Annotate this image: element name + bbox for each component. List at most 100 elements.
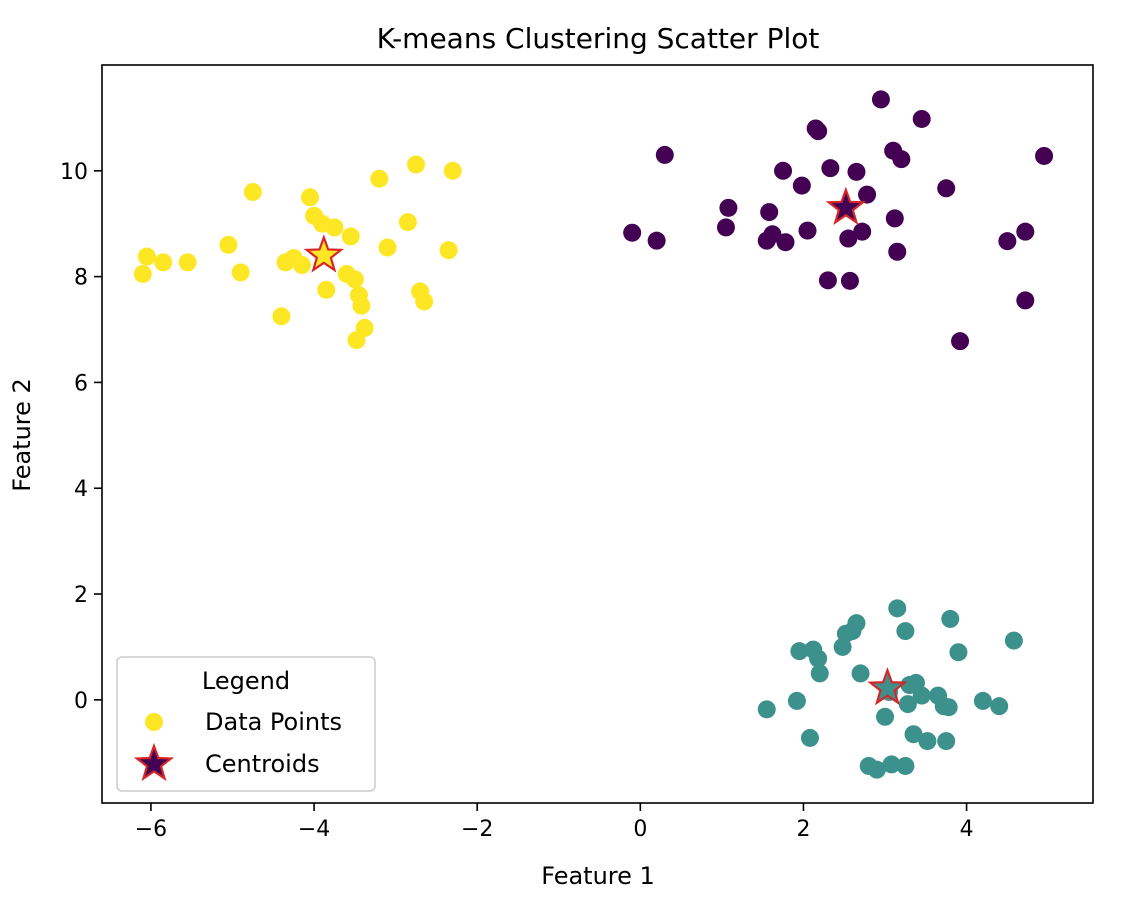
y-tick-label: 4 — [74, 477, 88, 502]
data-point-yellow — [355, 318, 374, 337]
x-tick-label: 4 — [960, 817, 974, 842]
data-point-yellow — [345, 270, 364, 289]
x-axis-label: Feature 1 — [541, 862, 655, 890]
data-point-yellow — [137, 247, 156, 266]
legend-marker-centroids — [133, 742, 175, 782]
data-point-yellow — [243, 182, 262, 201]
data-point-purple — [792, 176, 811, 195]
legend-marker-data-points — [145, 713, 163, 731]
data-point-purple — [871, 90, 890, 109]
data-point-teal — [973, 691, 992, 710]
data-point-purple — [847, 162, 866, 181]
data-point-yellow — [370, 169, 389, 188]
centroid-star-purple — [825, 186, 867, 226]
y-tick-label: 2 — [74, 583, 88, 608]
data-point-teal — [800, 728, 819, 747]
data-point-teal — [937, 732, 956, 751]
data-point-purple — [818, 271, 837, 290]
data-point-purple — [623, 223, 642, 242]
data-point-teal — [851, 664, 870, 683]
y-tick-label: 8 — [74, 266, 88, 291]
data-point-yellow — [219, 235, 238, 254]
data-point-teal — [787, 691, 806, 710]
data-point-teal — [847, 614, 866, 633]
data-point-teal — [867, 760, 886, 779]
x-tick-label: 0 — [633, 817, 647, 842]
data-point-teal — [949, 643, 968, 662]
y-tick-label: 6 — [74, 371, 88, 396]
y-tick-label: 10 — [60, 160, 88, 185]
data-point-teal — [888, 599, 907, 618]
data-point-purple — [888, 242, 907, 261]
data-point-yellow — [300, 188, 319, 207]
data-point-purple — [809, 122, 828, 141]
axis-ticks: −6 −4 −2 0 2 4 0 2 4 6 8 10 — [60, 160, 974, 842]
data-point-yellow — [407, 155, 426, 174]
data-point-teal — [810, 664, 829, 683]
data-point-purple — [885, 209, 904, 228]
data-point-teal — [918, 732, 937, 751]
data-marks — [133, 90, 1054, 779]
data-point-teal — [896, 756, 915, 775]
data-point-purple — [716, 218, 735, 237]
y-tick-label: 0 — [74, 689, 88, 714]
data-point-purple — [763, 225, 782, 244]
data-point-purple — [937, 179, 956, 198]
data-point-purple — [853, 222, 872, 241]
data-point-yellow — [231, 263, 250, 282]
data-point-purple — [1035, 146, 1054, 165]
data-point-yellow — [317, 280, 336, 299]
legend-label-data-points: Data Points — [205, 708, 342, 736]
data-point-yellow — [292, 255, 311, 274]
data-point-purple — [655, 145, 674, 164]
data-point-purple — [647, 231, 666, 250]
y-axis-label: Feature 2 — [8, 378, 36, 492]
data-point-yellow — [443, 161, 462, 180]
data-point-purple — [998, 232, 1017, 251]
x-tick-label: −6 — [135, 817, 167, 842]
data-point-yellow — [178, 253, 197, 272]
data-point-purple — [821, 159, 840, 178]
data-point-purple — [892, 150, 911, 169]
data-point-yellow — [415, 292, 434, 311]
data-point-purple — [1016, 291, 1035, 310]
legend-title: Legend — [202, 667, 290, 695]
data-point-yellow — [439, 241, 458, 260]
data-point-purple — [858, 185, 877, 204]
data-point-teal — [809, 649, 828, 668]
data-point-yellow — [341, 227, 360, 246]
data-point-yellow — [272, 307, 291, 326]
data-point-purple — [776, 233, 795, 252]
centroid-star-yellow — [303, 234, 345, 273]
data-point-yellow — [325, 218, 344, 237]
legend-box — [116, 656, 376, 792]
data-point-purple — [760, 203, 779, 222]
data-point-purple — [840, 271, 859, 290]
data-point-teal — [896, 622, 915, 641]
data-point-purple — [1016, 222, 1035, 241]
chart-title: K-means Clustering Scatter Plot — [377, 22, 820, 55]
data-point-teal — [904, 725, 923, 744]
centroid-star-teal — [867, 666, 908, 706]
data-point-yellow — [154, 253, 173, 272]
data-point-teal — [1004, 631, 1023, 650]
data-point-purple — [774, 161, 793, 180]
plot-area-frame — [101, 64, 1094, 804]
data-point-purple — [719, 198, 738, 217]
legend-label-centroids: Centroids — [205, 750, 320, 778]
data-point-yellow — [398, 213, 417, 232]
legend: Legend Data Points Centroids — [116, 656, 376, 792]
x-tick-label: −2 — [461, 817, 493, 842]
data-point-teal — [757, 700, 776, 719]
data-point-yellow — [352, 296, 371, 315]
data-point-teal — [790, 642, 809, 661]
x-tick-label: 2 — [796, 817, 810, 842]
data-point-teal — [898, 695, 917, 714]
data-point-purple — [798, 221, 817, 240]
data-point-yellow — [133, 264, 152, 283]
data-point-purple — [951, 332, 970, 351]
data-point-purple — [912, 109, 931, 128]
data-point-teal — [876, 707, 895, 726]
